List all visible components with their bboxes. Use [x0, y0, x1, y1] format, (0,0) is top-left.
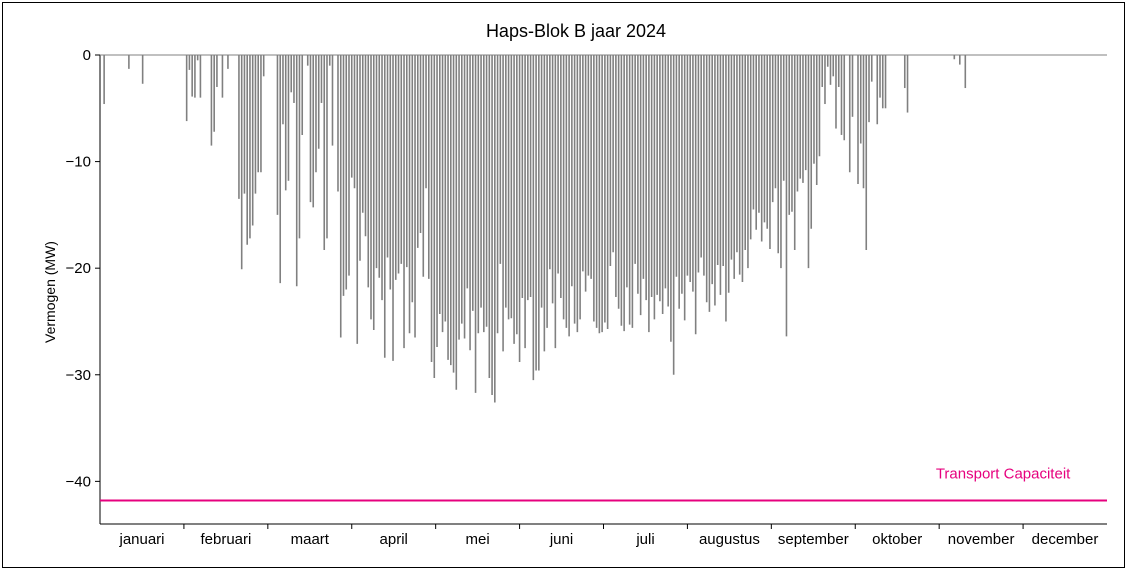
y-tick-label: −40: [66, 473, 91, 490]
y-tick-label: −10: [66, 154, 91, 171]
x-tick-label: oktober: [872, 531, 922, 548]
x-tick-label: augustus: [699, 531, 760, 548]
x-tick-label: juni: [549, 531, 573, 548]
x-tick-label: maart: [291, 531, 330, 548]
x-tick-label: december: [1032, 531, 1099, 548]
transport-capacity-label: Transport Capaciteit: [936, 466, 1071, 483]
chart-title: Haps-Blok B jaar 2024: [486, 21, 666, 41]
x-tick-label: april: [380, 531, 408, 548]
x-tick-label: november: [948, 531, 1015, 548]
y-tick-label: −20: [66, 260, 91, 277]
x-tick-label: september: [778, 531, 849, 548]
x-tick-label: januari: [118, 531, 164, 548]
x-tick-label: februari: [200, 531, 251, 548]
bars: [103, 55, 967, 403]
y-tick-label: 0: [83, 47, 91, 64]
x-tick-label: juli: [635, 531, 654, 548]
y-tick-label: −30: [66, 367, 91, 384]
x-ticks: januari februari maart april mei juni juli augu…: [118, 524, 1098, 548]
y-ticks: 0 −10 −20 −30 −40: [66, 47, 100, 490]
chart: Haps-Blok B jaar 2024 Vermogen (MW) 0 −10…: [42, 21, 1107, 548]
x-tick-label: mei: [466, 531, 490, 548]
y-axis-label: Vermogen (MW): [42, 241, 58, 343]
